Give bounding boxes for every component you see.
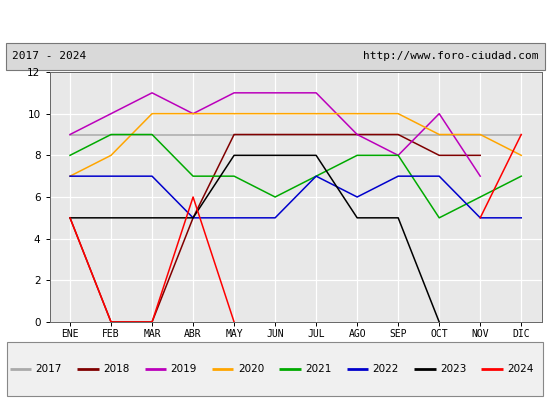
Text: 2019: 2019 <box>170 364 197 374</box>
Text: 2017: 2017 <box>36 364 62 374</box>
Text: 2024: 2024 <box>507 364 534 374</box>
Text: 2017 - 2024: 2017 - 2024 <box>12 51 86 61</box>
Text: 2023: 2023 <box>440 364 466 374</box>
Text: 2022: 2022 <box>372 364 399 374</box>
Text: 2018: 2018 <box>103 364 129 374</box>
FancyBboxPatch shape <box>7 342 543 396</box>
Text: 2020: 2020 <box>238 364 264 374</box>
Text: 2021: 2021 <box>305 364 332 374</box>
FancyBboxPatch shape <box>6 43 544 70</box>
Text: Evolucion del paro registrado en La Hija de Dios: Evolucion del paro registrado en La Hija… <box>108 14 442 28</box>
Text: http://www.foro-ciudad.com: http://www.foro-ciudad.com <box>362 51 538 61</box>
